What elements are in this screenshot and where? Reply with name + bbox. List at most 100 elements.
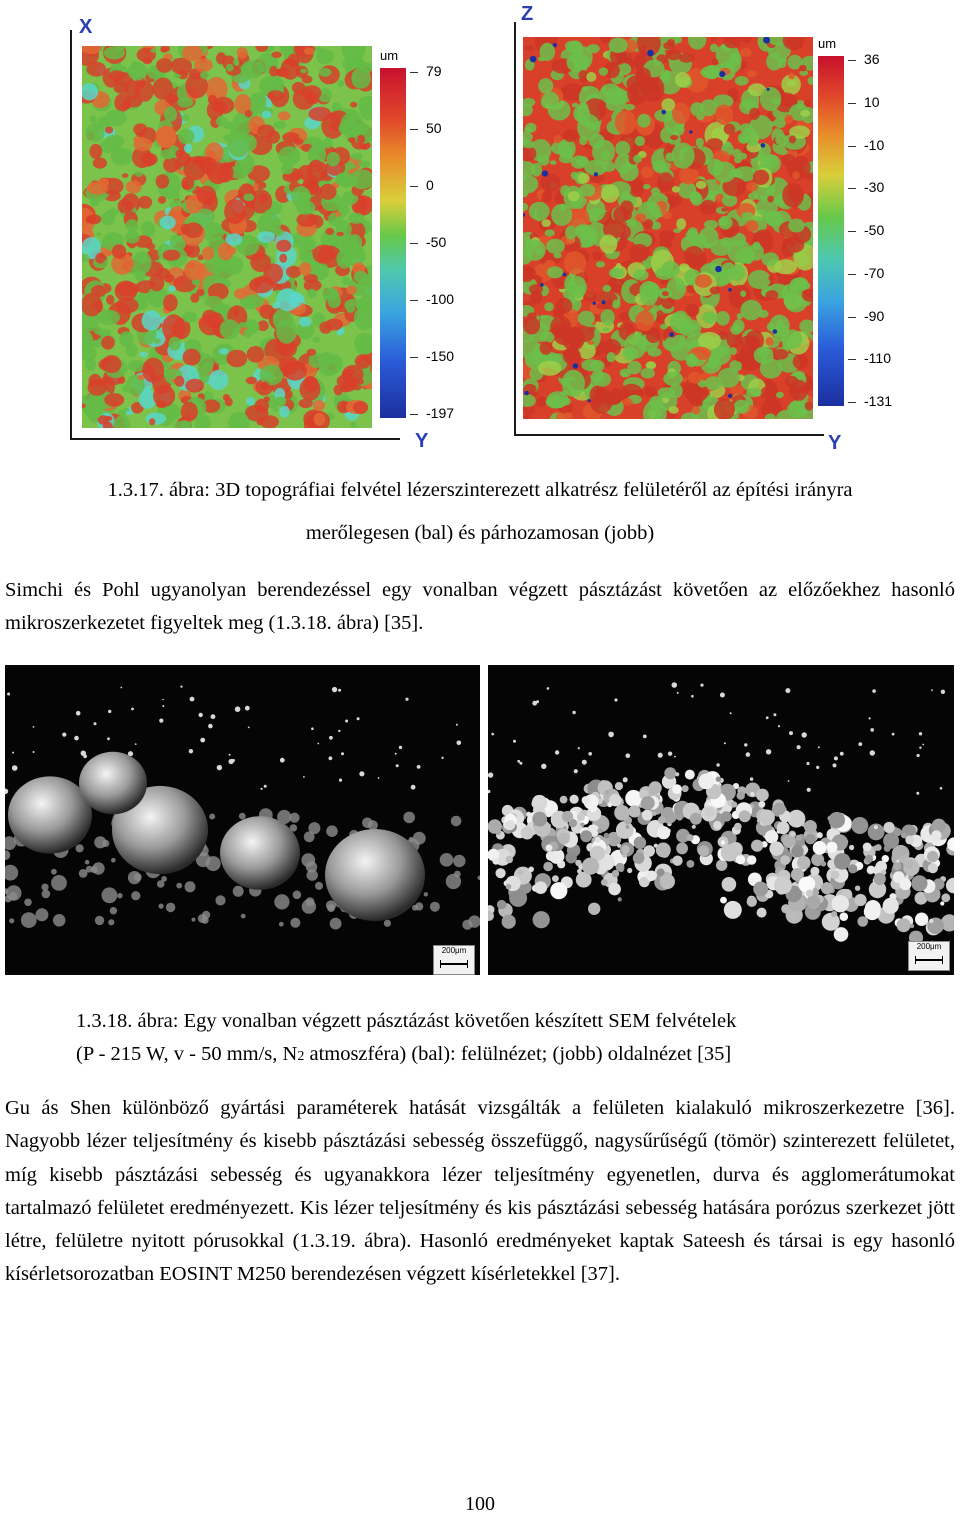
sem-particle [328,756,333,761]
topo-pore [572,363,579,369]
sem-grain [292,890,302,900]
sem-agglomerate [639,876,650,888]
sem-grain [20,912,37,928]
topo-blob [336,231,344,237]
topo-blob [236,47,248,59]
topo-blob [602,327,610,332]
sem-grain [191,917,196,922]
sem-agglomerate [600,879,608,886]
topo-blob [663,371,683,386]
topo-blob [647,407,662,419]
sem-particle [729,712,732,715]
topo-blob [252,133,259,138]
sem-agglomerate [899,878,912,891]
topo-blob [178,128,195,145]
sem-particle [785,688,791,694]
sem-particle [303,776,305,778]
sem-particle [858,742,863,746]
topo-blob [634,135,645,147]
topo-blob [792,171,800,180]
sem-grain [423,892,428,897]
topo-blob [546,238,565,254]
sem-particle [532,700,538,706]
sem-grain [329,917,342,930]
topo-blob [759,195,768,200]
sem-agglomerate [545,844,553,852]
sem-particle [331,686,338,693]
topo-blob [769,121,776,127]
sem-grain [308,822,321,835]
topo-blob [542,91,559,108]
sem-agglomerate [575,871,592,888]
topo-blob [279,355,299,375]
topo-blob [768,275,775,282]
topo-blob [163,294,178,312]
sem-agglomerate [803,820,817,833]
topo-blob [704,65,720,80]
topo-blob [152,77,174,100]
topo-blob [260,415,279,428]
topo-blob [348,212,365,224]
sem-agglomerate [929,918,934,924]
topo-blob [560,83,585,101]
topo-blob [674,72,691,88]
sem-agglomerate [773,802,786,815]
topo-blob [271,51,282,59]
sem-agglomerate [909,923,915,929]
sem-agglomerate [756,788,769,802]
topo-blob [156,58,173,73]
sem-grain [111,857,116,863]
sem-particle [32,751,35,753]
sem-agglomerate [691,824,696,829]
sem-agglomerate [589,845,605,861]
sem-agglomerate [738,810,751,823]
sem-grain [232,885,244,897]
topo-blob [106,294,115,305]
topo-blob [183,156,206,181]
topo-blob [546,266,564,279]
topo-blob [350,169,372,190]
topo-blob [544,229,556,237]
right-colorbar-tick-mark [848,145,856,147]
topo-blob [111,244,127,259]
sem-agglomerate [820,882,834,895]
topo-blob [529,284,543,295]
topo-blob [260,381,270,391]
sem-agglomerate [798,876,815,893]
topo-blob [301,85,322,101]
sem-grain [238,812,246,820]
topo-blob [782,236,805,253]
right-axis-y-label: Y [828,432,842,454]
topo-blob [261,110,272,119]
topo-blob [334,211,342,217]
sem-particle [719,692,725,698]
topo-blob [537,360,562,376]
sem-agglomerate [721,811,732,822]
sem-agglomerate [828,811,845,829]
topo-blob [139,351,148,358]
sem-particle [317,742,320,745]
topo-blob [592,251,603,261]
left-colorbar-tick-mark [410,72,418,73]
topo-blob [539,42,556,62]
topo-blob [301,238,317,251]
left-colorbar-tick-label: 0 [426,177,434,193]
topo-blob [348,234,363,250]
topo-blob [657,387,676,399]
sem-grain [362,817,373,829]
topo-blob [204,295,223,308]
topo-blob [681,412,699,419]
sem-agglomerate [492,857,500,865]
sem-agglomerate [606,831,622,847]
topo-blob [249,276,274,294]
sem-agglomerate [616,843,622,848]
topo-blob [243,294,265,308]
topo-blob [661,98,676,112]
topo-blob [786,79,798,87]
topo-blob [125,219,139,233]
topo-blob [666,49,682,61]
sem-particle [519,761,523,765]
topo-blob [645,327,661,343]
sem-agglomerate [911,875,928,892]
topo-blob [201,222,225,242]
